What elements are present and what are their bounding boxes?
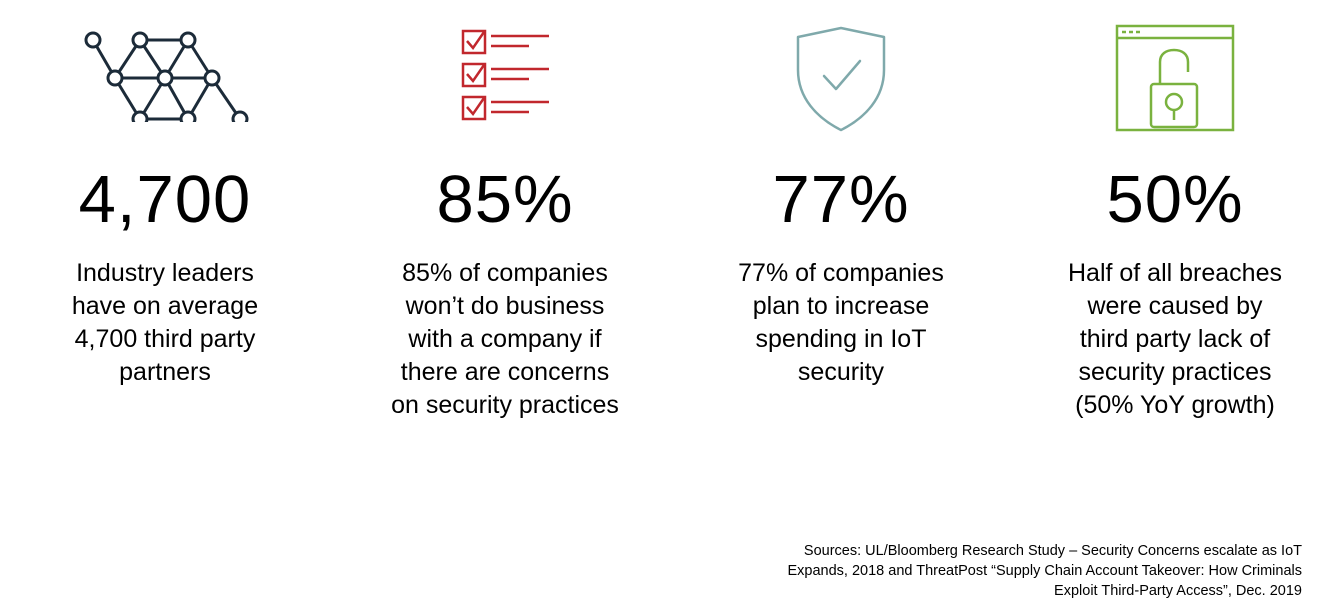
browser-lock-icon [1010,22,1329,137]
stat-description-line: 85% of companies [402,259,608,287]
stat-description-line: won’t do business [405,292,605,320]
stat-description: Industry leaders have on average 4,700 t… [0,257,330,389]
stat-column-third-party-breaches: 50% Half of all breaches were caused by … [1010,0,1329,440]
stat-description-line: security practices [1078,358,1272,386]
stat-description: 85% of companies won’t do business with … [340,257,670,422]
sources-line: Sources: UL/Bloomberg Research Study – S… [803,543,1302,559]
sources-footnote: Sources: UL/Bloomberg Research Study – S… [788,541,1303,601]
stat-description-line: third party lack of [1079,325,1271,353]
stat-description-line: partners [119,358,211,386]
sources-line: Exploit Third-Party Access”, Dec. 2019 [1054,583,1302,599]
stat-description-line: security [797,358,885,386]
stat-description-line: have on average [71,292,259,320]
checklist-icon [340,22,670,137]
network-icon [0,22,330,137]
stat-value: 85% [436,162,574,237]
stat-description: 77% of companies plan to increase spendi… [676,257,1006,389]
stat-value: 77% [772,162,910,237]
stat-description-line: 77% of companies [738,259,944,287]
stat-description-line: spending in IoT [755,325,927,353]
stat-description-line: with a company if [408,325,602,353]
stat-description: Half of all breaches were caused by thir… [1010,257,1329,422]
stat-description-line: there are concerns [400,358,610,386]
stat-description-line: were caused by [1087,292,1263,320]
sources-line: Expands, 2018 and ThreatPost “Supply Cha… [787,563,1303,579]
stat-column-third-party-partners: 4,700 Industry leaders have on average 4… [0,0,330,440]
stat-value: 4,700 [78,162,252,237]
stat-value: 50% [1106,162,1244,237]
stat-description-line: 4,700 third party [74,325,256,353]
stat-description-line: Industry leaders [76,259,254,287]
stat-description-line: on security practices [391,391,619,419]
stat-description-line: Half of all breaches [1067,259,1282,287]
stat-column-security-concerns: 85% 85% of companies won’t do business w… [340,0,670,440]
stat-description-line: (50% YoY growth) [1075,391,1275,419]
stat-column-iot-spending: 77% 77% of companies plan to increase sp… [676,0,1006,440]
stat-description-line: plan to increase [752,292,930,320]
shield-check-icon [676,22,1006,137]
